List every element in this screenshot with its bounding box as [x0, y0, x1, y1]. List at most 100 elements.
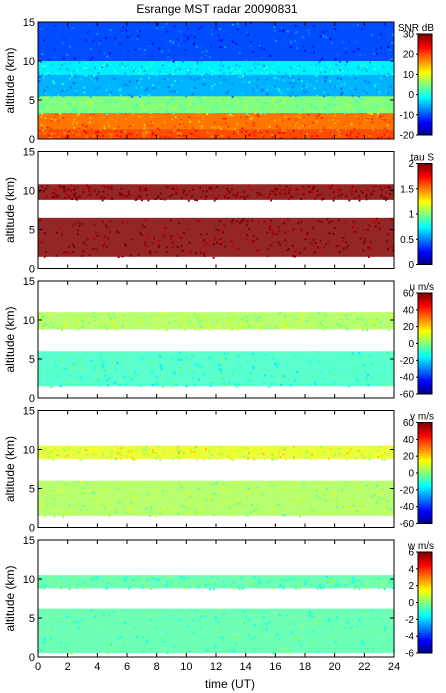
snr-speckle: [249, 118, 252, 120]
tau-speckle: [363, 240, 366, 243]
snr-speckle: [52, 80, 55, 83]
v-speckle: [148, 452, 151, 455]
v-colorbar-segment: [418, 447, 432, 450]
v-speckle: [142, 448, 145, 451]
snr-speckle: [365, 85, 368, 88]
w-colorbar-segment: [418, 615, 432, 618]
u-colorbar-segment: [418, 360, 432, 363]
snr-speckle: [56, 72, 59, 75]
w-speckle: [145, 611, 148, 614]
v-speckle: [204, 456, 207, 459]
tau-speckle: [246, 220, 249, 223]
snr-speckle: [217, 97, 220, 100]
w-speckle: [142, 583, 145, 586]
u-speckle: [355, 367, 358, 370]
u-speckle: [130, 378, 133, 381]
snr-speckle: [361, 28, 364, 31]
u-speckle: [114, 316, 116, 319]
v-colorbar-segment: [418, 473, 432, 476]
v-speckle: [43, 457, 46, 460]
snr-speckle: [222, 72, 225, 75]
snr-speckle: [92, 71, 95, 74]
snr-speckle: [89, 68, 91, 71]
u-speckle: [251, 326, 254, 329]
w-speckle: [44, 585, 47, 588]
u-speckle: [279, 325, 282, 328]
u-speckle: [282, 315, 285, 318]
tau-speckle: [278, 230, 281, 233]
v-speckle: [236, 494, 239, 497]
u-speckle: [84, 315, 87, 318]
snr-speckle: [64, 127, 67, 130]
v-speckle: [262, 453, 265, 456]
snr-speckle: [288, 76, 290, 79]
snr-speckle: [391, 117, 394, 120]
tau-speckle: [350, 190, 353, 193]
snr-colorbar-segment: [418, 37, 432, 40]
snr-speckle: [72, 104, 75, 107]
w-speckle: [283, 583, 286, 586]
snr-speckle: [196, 45, 198, 48]
snr-speckle: [84, 110, 87, 113]
snr-colorbar-tick-label: 10: [403, 70, 415, 81]
v-speckle: [358, 507, 361, 510]
w-speckle: [47, 639, 50, 642]
u-speckle: [103, 369, 106, 372]
snr-speckle: [54, 119, 57, 122]
tau-speckle: [246, 195, 249, 198]
snr-speckle: [166, 101, 169, 104]
v-speckle: [353, 481, 356, 483]
tau-speckle: [71, 224, 74, 227]
u-speckle: [267, 386, 270, 388]
u-colorbar-segment: [418, 330, 432, 333]
snr-speckle: [340, 44, 343, 47]
v-speckle: [338, 452, 341, 455]
w-colorbar-segment: [418, 649, 432, 652]
snr-speckle: [40, 103, 43, 105]
u-colorbar-label: u m/s: [410, 282, 434, 293]
snr-speckle: [259, 116, 262, 119]
v-speckle: [332, 492, 335, 495]
snr-speckle: [387, 125, 390, 128]
snr-speckle: [118, 133, 121, 136]
tau-colorbar-segment: [418, 236, 432, 239]
snr-speckle: [348, 104, 351, 107]
snr-speckle: [179, 105, 182, 108]
v-speckle: [134, 458, 137, 461]
snr-speckle: [348, 111, 351, 114]
tau-speckle: [77, 196, 80, 199]
v-colorbar-segment: [418, 439, 432, 442]
tau-speckle: [143, 226, 146, 229]
u-speckle: [322, 377, 325, 380]
u-speckle: [333, 381, 335, 384]
snr-speckle: [166, 56, 169, 59]
v-colorbar-tick-label: -40: [400, 502, 415, 513]
v-speckle: [271, 454, 274, 457]
w-speckle: [76, 580, 79, 583]
tau-speckle: [328, 232, 331, 235]
w-speckle: [58, 579, 61, 582]
snr-speckle: [119, 135, 122, 138]
v-colorbar-segment: [418, 463, 432, 466]
tau-speckle: [210, 186, 212, 189]
w-speckle: [109, 645, 111, 648]
u-speckle: [151, 370, 153, 373]
snr-speckle: [85, 131, 88, 134]
snr-speckle: [261, 63, 264, 66]
w-speckle: [75, 587, 78, 590]
u-speckle: [243, 315, 246, 318]
snr-speckle: [110, 33, 113, 36]
u-speckle: [234, 368, 237, 371]
v-speckle: [154, 452, 157, 455]
snr-speckle: [182, 58, 185, 61]
snr-speckle: [91, 102, 94, 105]
w-colorbar-segment: [418, 583, 432, 586]
snr-speckle: [64, 136, 67, 139]
snr-speckle: [243, 99, 246, 102]
snr-speckle: [300, 133, 303, 136]
snr-speckle: [233, 132, 236, 135]
w-speckle: [310, 584, 313, 587]
tau-speckle: [109, 230, 112, 233]
u-speckle: [208, 329, 211, 332]
snr-speckle: [128, 133, 131, 136]
